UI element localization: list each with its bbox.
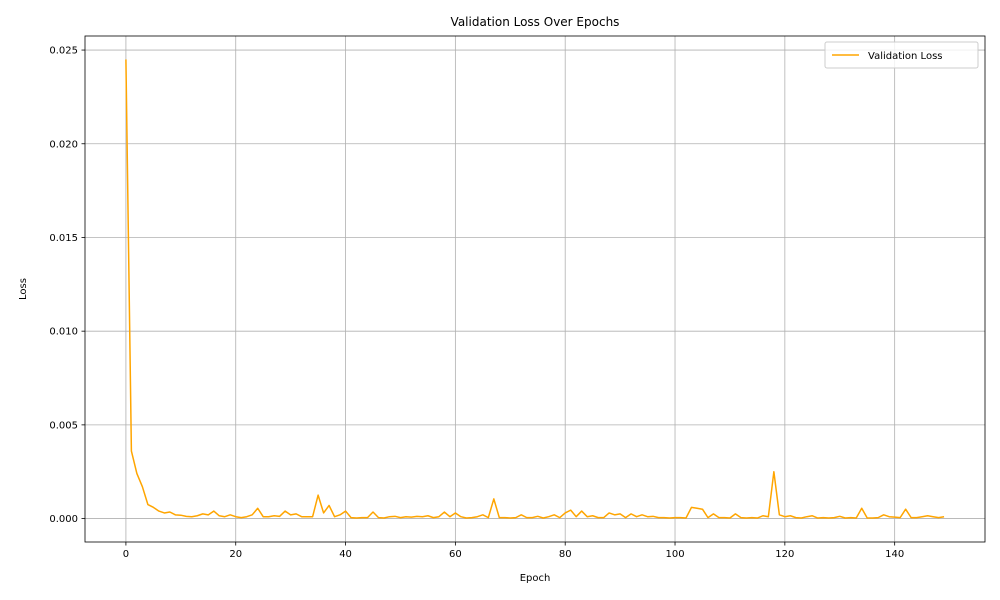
x-tick-label: 40 <box>339 549 352 560</box>
x-axis-label: Epoch <box>520 573 551 584</box>
legend-box <box>824 41 979 69</box>
x-tick-label: 80 <box>559 549 572 560</box>
legend: Validation Loss <box>824 41 979 69</box>
y-tick-label: 0.010 <box>49 327 78 338</box>
x-tick-label: 0 <box>123 549 129 560</box>
y-tick-label: 0.020 <box>49 139 78 150</box>
chart-title: Validation Loss Over Epochs <box>451 15 620 29</box>
x-tick-label: 140 <box>885 549 904 560</box>
y-axis-ticks: 0.000 0.005 0.010 0.015 0.020 0.025 <box>49 46 85 525</box>
y-axis-label: Loss <box>18 278 29 300</box>
legend-label: Validation Loss <box>868 51 943 62</box>
y-tick-label: 0.000 <box>49 514 78 525</box>
y-tick-label: 0.025 <box>49 46 78 57</box>
y-tick-label: 0.005 <box>49 420 78 431</box>
x-tick-label: 20 <box>229 549 242 560</box>
series-layer <box>125 59 945 519</box>
plot-frame <box>84 35 986 543</box>
x-tick-label: 60 <box>449 549 462 560</box>
x-axis-ticks: 0 20 40 60 80 100 120 140 <box>123 542 904 560</box>
series-line-validation-loss <box>125 59 945 519</box>
x-tick-label: 100 <box>665 549 684 560</box>
y-tick-label: 0.015 <box>49 233 78 244</box>
x-tick-label: 120 <box>775 549 794 560</box>
